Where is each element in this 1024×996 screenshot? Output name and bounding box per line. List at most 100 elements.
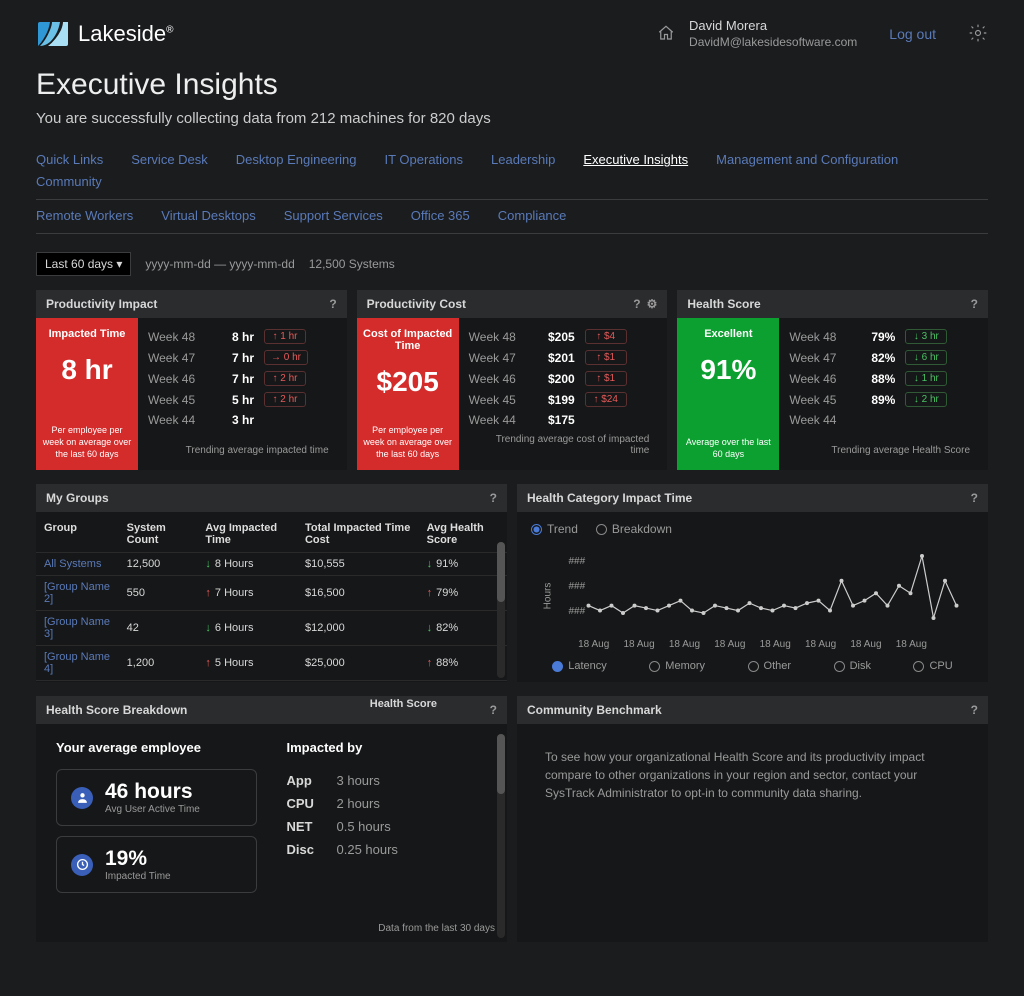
help-icon[interactable]: ? — [971, 491, 978, 505]
help-icon[interactable]: ? — [971, 297, 978, 311]
radio-dot-icon — [552, 661, 563, 672]
stat-sub: Avg User Active Time — [105, 804, 200, 815]
table-row[interactable]: [Group Name 4]7503 Hours$16,00090% — [36, 681, 507, 683]
nav-secondary: Remote Workers Virtual Desktops Support Se… — [36, 204, 988, 234]
nav-tab[interactable]: Management and Configuration — [716, 149, 898, 171]
week-label: Week 47 — [789, 351, 841, 365]
cell: $16,000 — [297, 681, 419, 683]
group-link[interactable]: [Group Name 3] — [36, 611, 119, 646]
delta-badge: ↑ $1 — [585, 350, 627, 365]
nav-subtab[interactable]: Support Services — [284, 208, 383, 223]
x-tick: 18 Aug — [623, 639, 654, 650]
scrollbar[interactable] — [497, 734, 505, 938]
week-value: $199 — [531, 393, 575, 407]
clock-icon — [71, 854, 93, 876]
card-title: Community Benchmark — [527, 703, 662, 717]
mode-radio[interactable]: Breakdown — [596, 522, 672, 536]
card-title: Health Category Impact Time — [527, 491, 692, 505]
cell: 12,500 — [119, 553, 198, 576]
trend-row: Week 4589%↓ 2 hr — [789, 389, 978, 410]
week-label: Week 45 — [469, 393, 521, 407]
table-header[interactable]: Avg Impacted Time — [197, 516, 297, 553]
scrollbar[interactable] — [497, 542, 505, 678]
nav-subtab[interactable]: Remote Workers — [36, 208, 133, 223]
card-my-groups: My Groups ? GroupSystem CountAvg Impacte… — [36, 484, 507, 682]
impact-item: Disc0.25 hours — [287, 838, 488, 861]
brand-name: Lakeside — [78, 21, 166, 46]
cell: 750 — [119, 681, 198, 683]
table-row[interactable]: All Systems12,5008 Hours$10,55591% — [36, 553, 507, 576]
table-row[interactable]: [Group Name 3]426 Hours$12,00082% — [36, 611, 507, 646]
series-radio[interactable]: Other — [748, 660, 792, 672]
cell: 8 Hours — [197, 553, 297, 576]
nav-subtab[interactable]: Office 365 — [411, 208, 470, 223]
card-footer: Trending average Health Score — [789, 441, 978, 462]
table-header[interactable]: System Count — [119, 516, 198, 553]
impact-val: 2 hours — [337, 796, 380, 811]
nav-tab[interactable]: IT Operations — [384, 149, 463, 171]
help-icon[interactable]: ? — [633, 297, 640, 311]
week-label: Week 47 — [469, 351, 521, 365]
week-label: Week 46 — [469, 372, 521, 386]
table-row[interactable]: [Group Name 2]5507 Hours$16,50079% — [36, 576, 507, 611]
nav-tab[interactable]: Leadership — [491, 149, 555, 171]
table-header[interactable]: Total Impacted Time Cost — [297, 516, 419, 553]
group-link[interactable]: [Group Name 4] — [36, 681, 119, 683]
logout-link[interactable]: Log out — [889, 26, 936, 42]
impact-item: NET0.5 hours — [287, 815, 488, 838]
week-value: 88% — [851, 372, 895, 386]
user-email: DavidM@lakesidesoftware.com — [689, 35, 857, 51]
nav-tab[interactable]: Executive Insights — [583, 149, 688, 171]
series-radio[interactable]: Memory — [649, 660, 705, 672]
radio-dot-icon — [531, 524, 542, 535]
table-header[interactable]: Avg Health Score — [419, 516, 507, 553]
group-link[interactable]: [Group Name 2] — [36, 576, 119, 611]
community-text: To see how your organizational Health Sc… — [517, 724, 988, 826]
help-icon[interactable]: ? — [490, 703, 497, 717]
kpi-health: Excellent 91% Average over the last 60 d… — [677, 318, 779, 470]
breakdown-col1-title: Your average employee — [56, 740, 257, 755]
week-label: Week 44 — [469, 413, 521, 427]
table-row[interactable]: [Group Name 4]1,2005 Hours$25,00088% — [36, 646, 507, 681]
cell: 5 Hours — [197, 646, 297, 681]
radio-dot-icon — [834, 661, 845, 672]
help-icon[interactable]: ? — [490, 491, 497, 505]
home-icon[interactable] — [657, 24, 675, 45]
help-icon[interactable]: ? — [329, 297, 336, 311]
trend-row: Week 488 hr↑ 1 hr — [148, 326, 337, 347]
help-icon[interactable]: ? — [971, 703, 978, 717]
kpi-sub: Average over the last 60 days — [683, 437, 773, 460]
series-radio[interactable]: CPU — [913, 660, 952, 672]
mode-radio[interactable]: Trend — [531, 522, 578, 536]
week-value: 89% — [851, 393, 895, 407]
nav-subtab[interactable]: Virtual Desktops — [161, 208, 255, 223]
group-link[interactable]: All Systems — [36, 553, 119, 576]
date-range-select[interactable]: Last 60 days ▾ — [36, 252, 131, 276]
impact-key: CPU — [287, 796, 323, 811]
trend-row: Week 455 hr↑ 2 hr — [148, 389, 337, 410]
delta-badge: ↓ 3 hr — [905, 329, 947, 344]
week-value: 7 hr — [210, 351, 254, 365]
nav-tab[interactable]: Community — [36, 171, 102, 193]
x-tick: 18 Aug — [669, 639, 700, 650]
group-link[interactable]: [Group Name 4] — [36, 646, 119, 681]
cell: 82% — [419, 611, 507, 646]
series-radio[interactable]: Latency — [552, 660, 607, 672]
week-label: Week 46 — [789, 372, 841, 386]
nav-subtab[interactable]: Compliance — [498, 208, 567, 223]
nav-tab[interactable]: Quick Links — [36, 149, 103, 171]
week-value: 79% — [851, 330, 895, 344]
gear-icon[interactable]: ⚙ — [647, 297, 658, 311]
filter-row: Last 60 days ▾ yyyy-mm-dd — yyyy-mm-dd 1… — [36, 252, 988, 276]
impact-list: App3 hoursCPU2 hoursNET0.5 hoursDisc0.25… — [287, 769, 488, 861]
x-tick: 18 Aug — [578, 639, 609, 650]
nav-tab[interactable]: Desktop Engineering — [236, 149, 357, 171]
stat-active-time: 46 hours Avg User Active Time — [56, 769, 257, 826]
systems-count: 12,500 Systems — [309, 257, 395, 271]
settings-icon[interactable] — [968, 23, 988, 46]
nav-tab[interactable]: Service Desk — [131, 149, 208, 171]
trend-chart: Hours ######### — [531, 546, 974, 636]
table-header[interactable]: Group — [36, 516, 119, 553]
extra-column-head: Health Score — [370, 698, 437, 710]
series-radio[interactable]: Disk — [834, 660, 871, 672]
